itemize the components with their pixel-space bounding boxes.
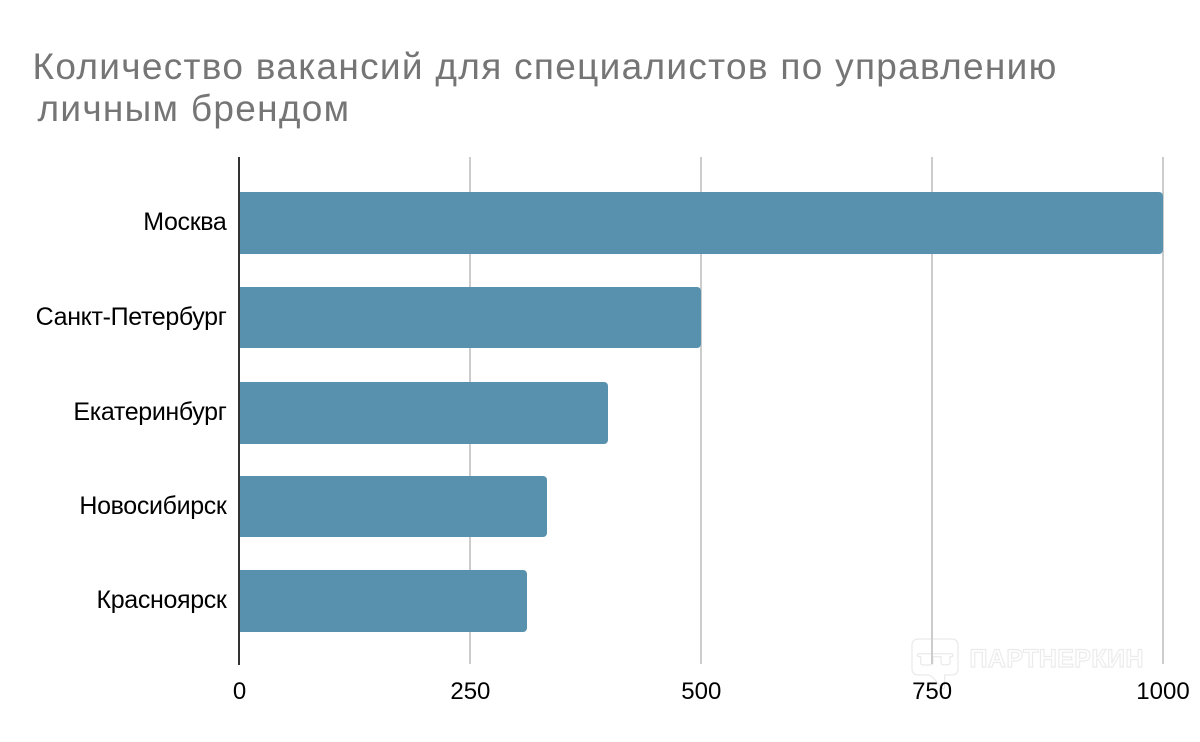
- svg-text:ПАРТНЕРКИН: ПАРТНЕРКИН: [970, 645, 1144, 673]
